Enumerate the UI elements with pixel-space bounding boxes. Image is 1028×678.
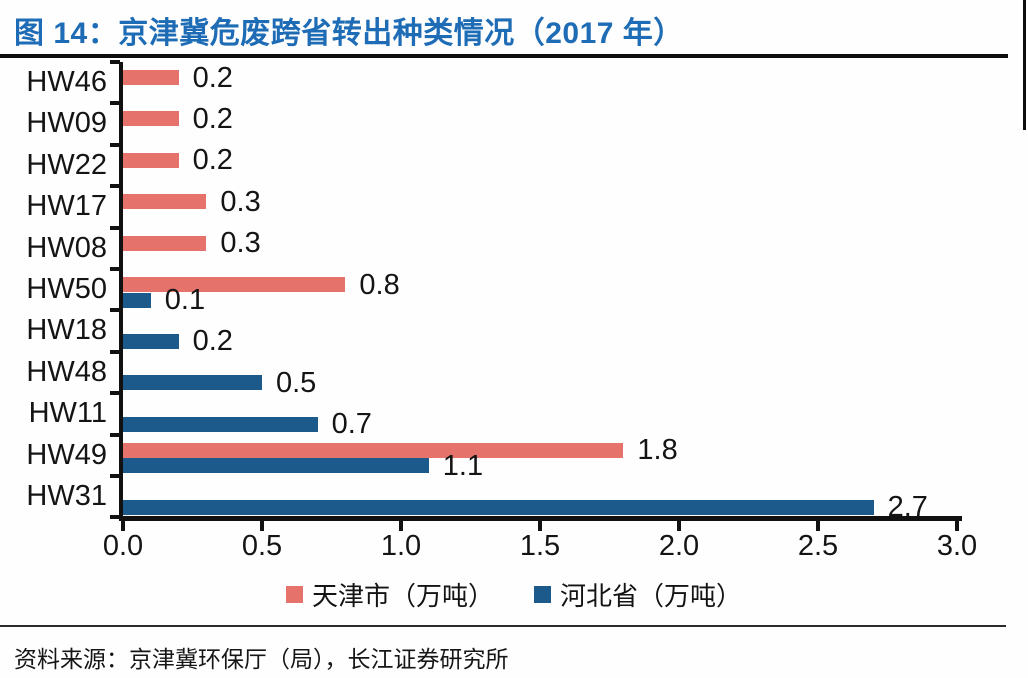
x-axis-tick [399,521,403,531]
value-label: 0.7 [331,408,372,441]
x-axis-tick [816,521,820,531]
source-divider-line [0,625,1006,627]
value-label: 0.1 [164,284,206,316]
y-axis-tick [110,184,120,189]
x-axis-tick [260,521,264,531]
bar-hebei [123,333,179,349]
title-divider-line [0,54,1008,58]
x-axis-tick [538,521,542,531]
category-label: HW18 [26,314,107,347]
bar-tianjin [123,235,207,251]
y-axis-tick [110,142,120,147]
legend-label-hebei: 河北省（万吨） [560,581,743,611]
x-axis-tick-label: 0.5 [241,530,283,562]
legend-label-tianjin: 天津市（万吨） [311,581,494,611]
value-label: 0.8 [359,268,400,301]
value-label: 0.2 [192,325,233,358]
value-label: 0.3 [220,185,261,218]
y-axis-tick [110,60,120,64]
hebei-swatch-icon [534,586,551,603]
y-axis-tick [110,515,120,520]
source-note: 资料来源：京津冀环保厅（局），长江证券研究所 [14,646,509,672]
value-label: 1.1 [442,449,484,482]
category-label: HW11 [28,397,107,430]
x-axis-tick-label: 3.0 [936,530,978,562]
x-axis-tick [677,521,681,531]
category-label: HW09 [26,107,107,140]
bar-tianjin [123,194,207,210]
plot-area: HW46 0.2 HW09 0.2 HW22 0.2 HW17 0.3 HW08 0.3 HW50 0… [26,60,978,562]
x-axis-tick-label: 2.0 [658,530,700,562]
y-axis-tick [110,267,120,271]
bar-tianjin [123,111,179,127]
value-label: 0.2 [192,144,233,177]
y-axis-tick [110,432,120,437]
bar-tianjin [123,442,624,458]
x-axis-tick-label: 2.5 [797,530,839,562]
value-label: 2.7 [887,491,928,523]
y-axis-tick [110,391,120,396]
category-label: HW48 [26,355,107,388]
tianjin-swatch-icon [285,586,303,603]
x-axis-tick [121,521,125,531]
category-label: HW22 [26,148,107,181]
x-axis-tick-label: 1.0 [380,530,422,562]
y-axis-tick [110,349,120,354]
legend-item-hebei: 河北省（万吨） [534,576,742,613]
category-label: HW49 [26,438,107,471]
value-label: 0.5 [276,366,317,399]
bar-hebei [123,292,151,308]
bar-hebei [123,375,262,391]
bar-hebei [123,458,429,474]
category-label: HW46 [26,66,107,98]
x-axis-tick [955,521,959,531]
y-axis-tick [110,474,120,478]
category-label: HW50 [26,273,107,305]
x-axis-tick-label: 1.5 [519,530,561,562]
y-axis-tick [110,101,120,106]
category-label: HW17 [26,190,107,223]
bar-tianjin [123,70,179,85]
figure-title: 图 14：京津冀危废跨省转出种类情况（2017 年） [14,17,684,50]
y-axis-tick [110,225,120,230]
chart-legend: 天津市（万吨） 河北省（万吨） [0,576,1028,613]
y-axis-tick [110,308,120,313]
bar-tianjin [123,152,179,168]
bar-hebei [123,416,318,432]
value-label: 0.2 [192,61,233,94]
category-label: HW31 [26,480,107,512]
bar-hebei [123,499,874,515]
x-axis-tick-label: 0.0 [102,530,144,562]
legend-item-tianjin: 天津市（万吨） [285,576,494,613]
value-label: 1.8 [637,434,678,467]
value-label: 0.3 [220,227,261,260]
bar-tianjin [123,277,346,292]
y-axis-line [119,62,123,521]
category-label: HW08 [26,231,107,264]
value-label: 0.2 [192,102,233,135]
x-axis-line [119,516,962,521]
page-right-border [1023,0,1026,130]
